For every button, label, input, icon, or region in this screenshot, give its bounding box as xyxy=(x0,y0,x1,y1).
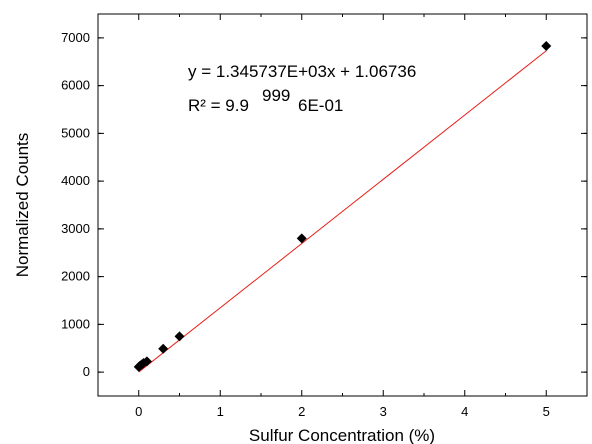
data-point xyxy=(541,40,552,51)
x-tick-label: 0 xyxy=(135,404,142,419)
y-tick-label: 0 xyxy=(83,364,90,379)
data-points xyxy=(133,40,552,372)
y-tick-label: 4000 xyxy=(61,173,90,188)
r-squared-prefix: R² = 9.9 xyxy=(188,96,249,115)
y-axis: 0 1000 2000 3000 4000 5000 6000 7000 xyxy=(61,30,587,379)
y-tick-label: 7000 xyxy=(61,30,90,45)
x-tick-label: 3 xyxy=(380,404,387,419)
y-axis-label: Normalized Counts xyxy=(13,133,32,278)
x-axis-label: Sulfur Concentration (%) xyxy=(249,426,435,444)
x-tick-label: 5 xyxy=(543,404,550,419)
x-tick-label: 1 xyxy=(217,404,224,419)
fit-line-group xyxy=(138,50,547,373)
y-tick-label: 1000 xyxy=(61,316,90,331)
y-tick-label: 6000 xyxy=(61,78,90,93)
x-axis: 0 1 2 3 4 5 xyxy=(97,14,588,419)
y-tick-label: 5000 xyxy=(61,125,90,140)
data-point xyxy=(158,343,169,354)
data-point xyxy=(141,356,152,367)
y-tick-label: 3000 xyxy=(61,221,90,236)
x-tick-label: 4 xyxy=(461,404,468,419)
x-tick-label: 2 xyxy=(298,404,305,419)
r-squared-superscript: 999 xyxy=(262,86,290,105)
data-point xyxy=(296,233,307,244)
fit-line xyxy=(138,50,547,373)
r-squared-suffix: 6E-01 xyxy=(298,96,343,115)
fit-equation: y = 1.345737E+03x + 1.06736 xyxy=(188,62,416,81)
y-tick-label: 2000 xyxy=(61,269,90,284)
data-point xyxy=(174,331,185,342)
